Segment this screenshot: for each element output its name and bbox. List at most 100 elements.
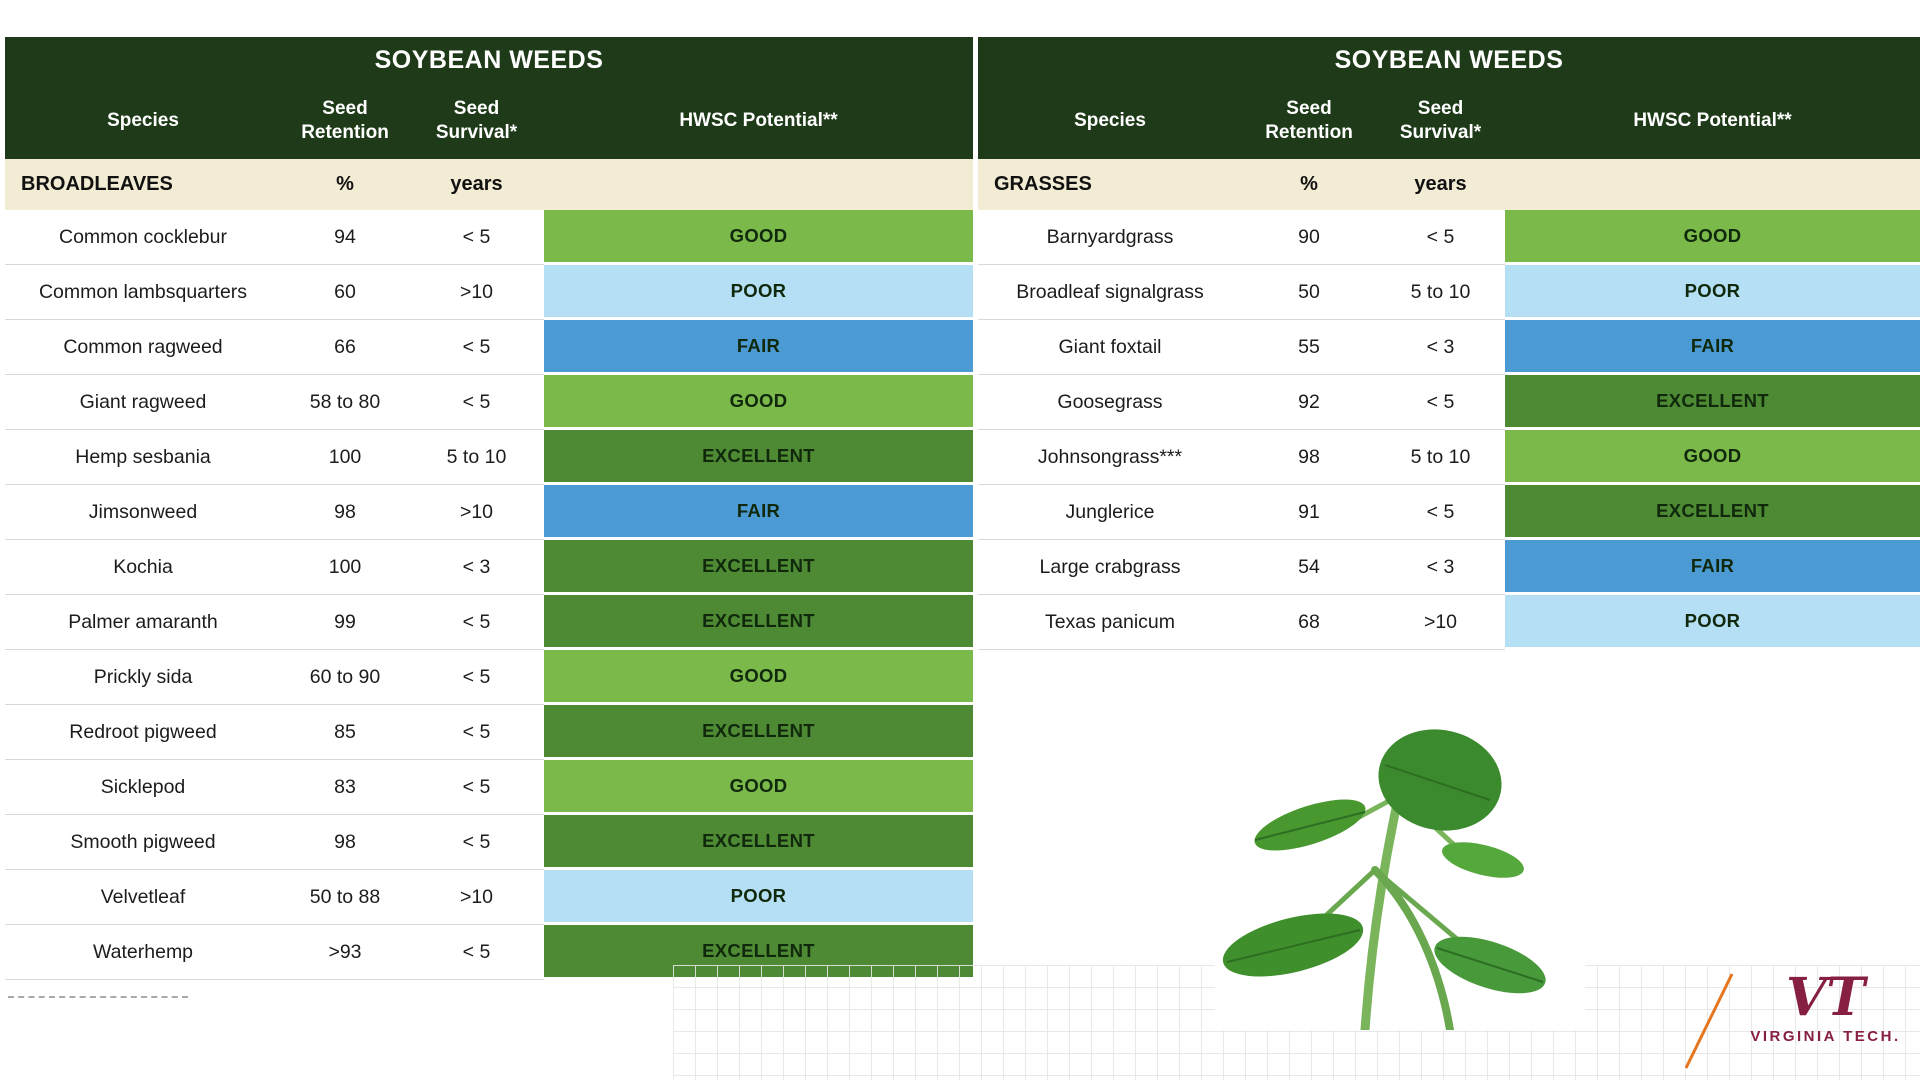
seed-survival-cell: 5 to 10: [1376, 265, 1505, 320]
species-cell: Common ragweed: [5, 320, 281, 375]
seed-retention-cell: 98: [281, 815, 409, 870]
hwsc-potential-cell: FAIR: [544, 320, 973, 375]
hwsc-potential-cell: FAIR: [544, 485, 973, 540]
seed-retention-cell: 60 to 90: [281, 650, 409, 705]
unit-retention: %: [336, 173, 354, 195]
seed-retention-cell: 83: [281, 760, 409, 815]
seed-survival-cell: < 3: [1376, 320, 1505, 375]
table-title: SOYBEAN WEEDS: [5, 37, 973, 83]
table-row: Johnsongrass*** 98 5 to 10 GOOD: [978, 430, 1920, 485]
species-cell: Kochia: [5, 540, 281, 595]
table-row: Hemp sesbania 100 5 to 10 EXCELLENT: [5, 430, 973, 485]
column-header-survival: Seed Survival*: [1399, 98, 1482, 143]
seed-retention-cell: 99: [281, 595, 409, 650]
species-cell: Large crabgrass: [978, 540, 1242, 595]
seed-survival-cell: < 5: [1376, 485, 1505, 540]
hwsc-potential-cell: FAIR: [1505, 320, 1920, 375]
species-cell: Velvetleaf: [5, 870, 281, 925]
unit-retention: %: [1300, 173, 1318, 195]
table-row: Smooth pigweed 98 < 5 EXCELLENT: [5, 815, 973, 870]
table-row: Jimsonweed 98 >10 FAIR: [5, 485, 973, 540]
seed-survival-cell: >10: [409, 870, 544, 925]
hwsc-potential-cell: EXCELLENT: [544, 540, 973, 595]
column-header-survival: Seed Survival*: [435, 98, 518, 143]
hwsc-potential-cell: POOR: [544, 870, 973, 925]
species-cell: Common cocklebur: [5, 210, 281, 265]
column-header-hwsc: HWSC Potential**: [679, 110, 838, 132]
orange-slash-icon: [1684, 973, 1734, 1069]
species-cell: Barnyardgrass: [978, 210, 1242, 265]
seed-retention-cell: 60: [281, 265, 409, 320]
hwsc-potential-cell: GOOD: [1505, 210, 1920, 265]
table-rows: Common cocklebur 94 < 5 GOOD Common lambsqua…: [5, 210, 973, 980]
seed-retention-cell: 98: [1242, 430, 1376, 485]
hwsc-potential-cell: EXCELLENT: [1505, 485, 1920, 540]
hwsc-potential-cell: POOR: [544, 265, 973, 320]
table-row: Giant ragweed 58 to 80 < 5 GOOD: [5, 375, 973, 430]
seed-retention-cell: >93: [281, 925, 409, 980]
virginia-tech-logo: VT VIRGINIA TECH.: [1738, 967, 1913, 1046]
seed-retention-cell: 68: [1242, 595, 1376, 650]
seed-retention-cell: 50 to 88: [281, 870, 409, 925]
seed-retention-cell: 94: [281, 210, 409, 265]
seed-retention-cell: 100: [281, 540, 409, 595]
seed-retention-cell: 50: [1242, 265, 1376, 320]
species-cell: Johnsongrass***: [978, 430, 1242, 485]
seed-survival-cell: < 3: [1376, 540, 1505, 595]
broadleaves-table: SOYBEAN WEEDS Species Seed Retention See…: [5, 37, 973, 980]
seed-survival-cell: < 3: [409, 540, 544, 595]
seed-retention-cell: 58 to 80: [281, 375, 409, 430]
group-label: BROADLEAVES: [21, 173, 173, 195]
seed-survival-cell: < 5: [409, 320, 544, 375]
seed-survival-cell: < 5: [409, 375, 544, 430]
species-cell: Jimsonweed: [5, 485, 281, 540]
hwsc-potential-cell: GOOD: [544, 760, 973, 815]
hwsc-potential-cell: EXCELLENT: [1505, 375, 1920, 430]
hwsc-potential-cell: EXCELLENT: [544, 595, 973, 650]
species-cell: Prickly sida: [5, 650, 281, 705]
species-cell: Common lambsquarters: [5, 265, 281, 320]
column-header-species: Species: [1074, 110, 1146, 132]
vt-monogram-icon: VT: [1785, 967, 1866, 1028]
species-cell: Texas panicum: [978, 595, 1242, 650]
seed-retention-cell: 100: [281, 430, 409, 485]
group-subheader: GRASSES % years: [978, 159, 1920, 210]
table-row: Prickly sida 60 to 90 < 5 GOOD: [5, 650, 973, 705]
table-row: Redroot pigweed 85 < 5 EXCELLENT: [5, 705, 973, 760]
table-column-headers: Species Seed Retention Seed Survival* HW…: [978, 83, 1920, 159]
hwsc-potential-cell: GOOD: [544, 375, 973, 430]
species-cell: Palmer amaranth: [5, 595, 281, 650]
seed-retention-cell: 54: [1242, 540, 1376, 595]
column-header-species: Species: [107, 110, 179, 132]
hwsc-potential-cell: FAIR: [1505, 540, 1920, 595]
table-row: Goosegrass 92 < 5 EXCELLENT: [978, 375, 1920, 430]
table-column-headers: Species Seed Retention Seed Survival* HW…: [5, 83, 973, 159]
table-row: Broadleaf signalgrass 50 5 to 10 POOR: [978, 265, 1920, 320]
hwsc-potential-cell: GOOD: [544, 650, 973, 705]
species-cell: Giant foxtail: [978, 320, 1242, 375]
hwsc-potential-cell: GOOD: [1505, 430, 1920, 485]
hwsc-potential-cell: POOR: [1505, 595, 1920, 650]
seed-retention-cell: 66: [281, 320, 409, 375]
table-row: Large crabgrass 54 < 3 FAIR: [978, 540, 1920, 595]
species-cell: Giant ragweed: [5, 375, 281, 430]
seed-survival-cell: < 5: [409, 925, 544, 980]
table-row: Palmer amaranth 99 < 5 EXCELLENT: [5, 595, 973, 650]
table-title: SOYBEAN WEEDS: [978, 37, 1920, 83]
seed-retention-cell: 92: [1242, 375, 1376, 430]
seed-survival-cell: < 5: [409, 210, 544, 265]
table-row: Texas panicum 68 >10 POOR: [978, 595, 1920, 650]
species-cell: Junglerice: [978, 485, 1242, 540]
seed-survival-cell: < 5: [409, 815, 544, 870]
column-header-retention: Seed Retention: [1265, 98, 1353, 143]
table-row: Barnyardgrass 90 < 5 GOOD: [978, 210, 1920, 265]
table-rows: Barnyardgrass 90 < 5 GOOD Broadleaf signalgr…: [978, 210, 1920, 650]
seed-survival-cell: < 5: [409, 760, 544, 815]
table-row: Junglerice 91 < 5 EXCELLENT: [978, 485, 1920, 540]
grasses-table: SOYBEAN WEEDS Species Seed Retention See…: [978, 37, 1920, 650]
seed-survival-cell: >10: [409, 265, 544, 320]
table-row: Kochia 100 < 3 EXCELLENT: [5, 540, 973, 595]
species-cell: Smooth pigweed: [5, 815, 281, 870]
group-label: GRASSES: [994, 173, 1092, 195]
soybean-plant-svg: [1222, 729, 1546, 1035]
